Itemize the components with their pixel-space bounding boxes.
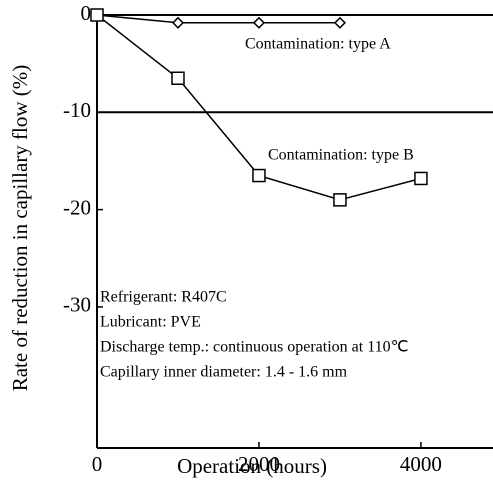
marker [171,16,185,29]
x-tick-label: 0 [92,452,103,476]
series-line [96,14,340,24]
series-label: Contamination: type B [268,147,414,164]
y-axis-label: Rate of reduction in capillary flow (%) [8,65,32,392]
marker [90,8,104,22]
annotation: Refrigerant: R407C [100,289,227,306]
annotation: Discharge temp.: continuous operation at… [100,339,409,356]
y-tick-label: 0 [81,1,92,25]
x-tick-label: 2000 [238,452,280,476]
x-axis-label: Operation (hours) [177,454,327,478]
y-tick-label: -30 [63,293,91,317]
marker [333,16,347,29]
y-tick-label: -10 [63,98,91,122]
marker [252,168,266,183]
annotation: Lubricant: PVE [100,314,201,331]
marker [414,171,428,186]
y-tick-label: -20 [63,195,91,219]
series-label: Contamination: type A [245,36,391,53]
marker [252,16,266,29]
marker [171,71,185,85]
marker [333,193,347,207]
x-tick-label: 4000 [400,452,442,476]
annotation: Capillary inner diameter: 1.4 - 1.6 mm [100,364,348,381]
